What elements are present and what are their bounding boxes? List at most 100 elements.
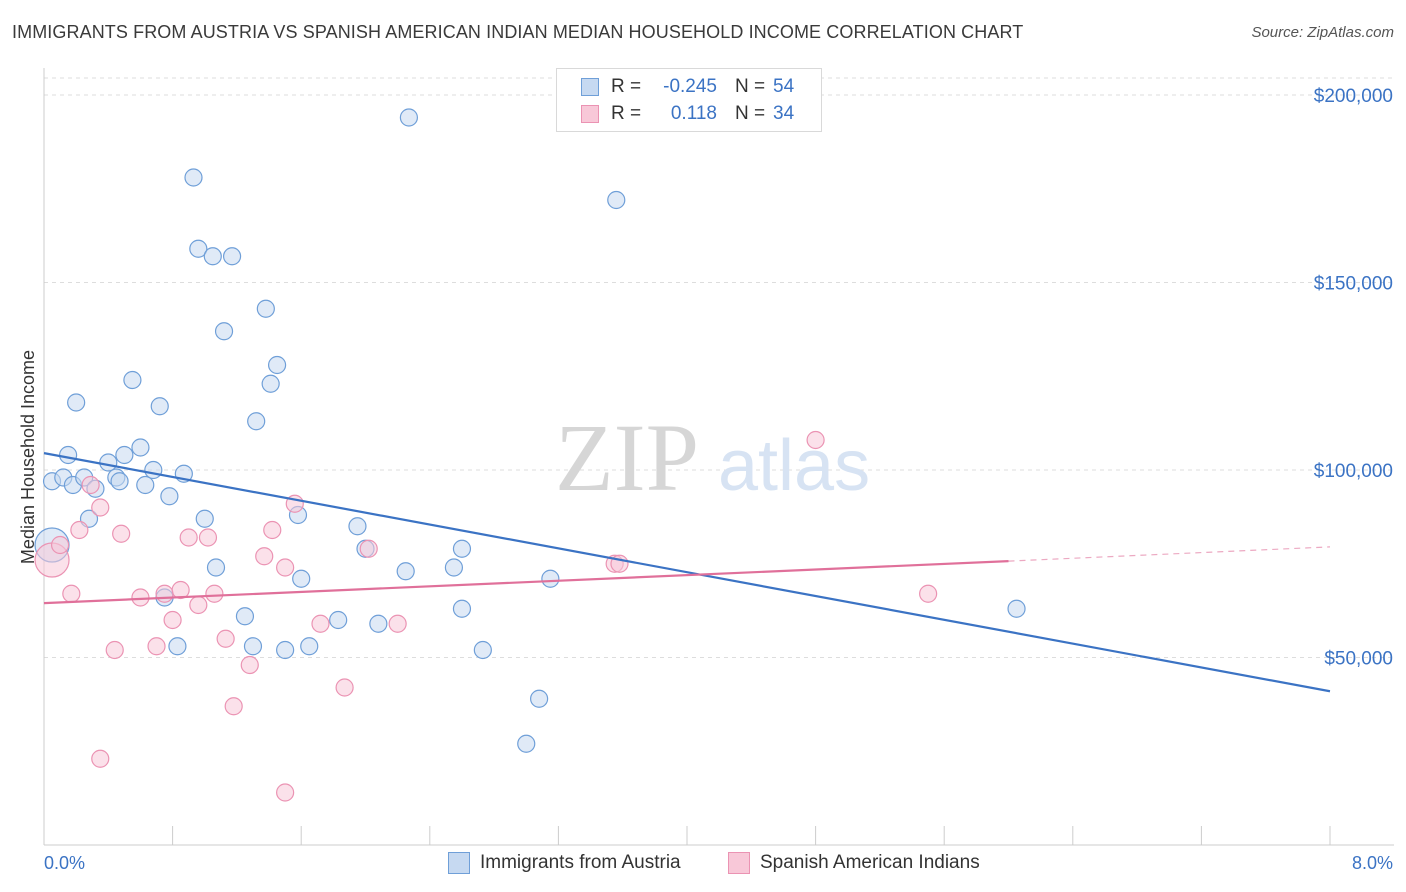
data-point — [70, 520, 89, 540]
data-point — [1007, 599, 1026, 618]
data-point — [261, 374, 280, 393]
data-point — [300, 637, 319, 656]
legend-row-spanish-american: R = 0.118 N = 34 — [581, 102, 794, 126]
data-point — [369, 614, 388, 633]
data-point — [243, 637, 263, 656]
data-point — [168, 637, 187, 656]
data-point — [189, 239, 208, 258]
n-label: N = — [735, 103, 766, 124]
data-point — [276, 640, 295, 660]
watermark-zip: ZIP — [555, 404, 699, 511]
data-point — [276, 783, 295, 802]
data-point — [155, 584, 174, 603]
data-point — [806, 430, 825, 450]
trend-line-spanish-american-extension — [1008, 546, 1331, 562]
legend-row-austria: R = -0.245 N = 54 — [581, 75, 794, 99]
data-point — [452, 599, 472, 618]
data-point — [311, 614, 330, 633]
data-point — [222, 247, 242, 266]
data-point — [110, 472, 129, 491]
data-point — [105, 640, 124, 660]
data-point — [62, 584, 81, 603]
y-tick-label: $200,000 — [1314, 86, 1393, 107]
n-label: N = — [735, 76, 766, 97]
series-spanish-american-points — [34, 430, 938, 802]
data-point — [99, 453, 118, 472]
data-point — [919, 584, 938, 603]
data-point — [235, 607, 255, 626]
watermark-atlas: atlas — [718, 426, 870, 506]
data-point — [256, 299, 275, 318]
y-axis-label: Median Household Income — [18, 350, 38, 564]
data-point — [198, 528, 218, 547]
data-point — [607, 190, 626, 210]
data-point — [144, 460, 163, 480]
data-point — [329, 610, 348, 630]
data-point — [216, 629, 235, 648]
y-tick-label: $150,000 — [1314, 274, 1393, 295]
data-point — [473, 640, 492, 660]
data-point — [67, 393, 86, 412]
data-point — [444, 558, 464, 577]
swatch-blue-icon — [448, 852, 470, 874]
swatch-blue-icon — [581, 78, 599, 96]
data-point — [224, 697, 243, 716]
trend-line-spanish-american — [43, 560, 1009, 605]
data-point — [541, 569, 560, 588]
axes — [43, 68, 1394, 846]
data-point — [50, 535, 70, 555]
r-value: 0.118 — [670, 103, 717, 124]
data-point — [189, 595, 208, 615]
data-point — [348, 517, 367, 536]
data-point — [530, 689, 549, 708]
data-point — [399, 108, 419, 127]
correlation-legend: R = -0.245 N = 54 R = 0.118 N = 34 — [556, 68, 822, 132]
y-tick-label: $50,000 — [1324, 649, 1393, 670]
grid-lines — [44, 77, 1394, 658]
data-point — [163, 610, 182, 630]
swatch-pink-icon — [728, 852, 750, 874]
legend-item-spanish-american[interactable]: Spanish American Indians — [728, 852, 980, 874]
data-point — [131, 438, 150, 457]
data-point — [205, 584, 224, 603]
data-point — [179, 528, 198, 547]
data-point — [359, 539, 378, 558]
data-point — [184, 168, 203, 187]
data-point — [115, 445, 134, 465]
data-point — [171, 580, 190, 600]
legend-item-austria[interactable]: Immigrants from Austria — [448, 852, 681, 874]
data-point — [292, 569, 311, 588]
data-point — [263, 520, 282, 540]
data-point — [214, 322, 234, 341]
data-point — [247, 412, 266, 431]
legend-label: Immigrants from Austria — [480, 852, 681, 873]
data-point — [112, 524, 131, 543]
swatch-pink-icon — [581, 105, 599, 123]
data-point — [195, 509, 214, 528]
data-point — [388, 614, 407, 633]
data-point — [240, 655, 259, 675]
data-point — [81, 475, 100, 495]
data-point — [206, 558, 226, 577]
trend-lines — [43, 452, 1331, 693]
data-point — [335, 678, 354, 697]
tick-labels: $50,000 $100,000 $150,000 $200,000 0.0% 8.0% — [44, 86, 1393, 873]
series-austria-points — [34, 108, 1026, 753]
legend-label: Spanish American Indians — [760, 852, 980, 873]
data-point — [255, 547, 274, 566]
data-point — [91, 749, 110, 768]
data-point — [123, 370, 142, 390]
watermark: ZIP atlas — [555, 404, 870, 511]
data-point — [150, 397, 169, 416]
data-point — [396, 562, 415, 581]
data-point — [160, 487, 179, 506]
data-point — [131, 588, 150, 607]
source-label: Source: ZipAtlas.com — [1251, 24, 1394, 41]
data-point — [267, 355, 287, 375]
data-point — [276, 558, 295, 577]
r-label: R = — [611, 103, 642, 124]
data-point — [136, 475, 155, 495]
chart-title: IMMIGRANTS FROM AUSTRIA VS SPANISH AMERI… — [12, 22, 1024, 42]
data-point — [203, 247, 222, 266]
